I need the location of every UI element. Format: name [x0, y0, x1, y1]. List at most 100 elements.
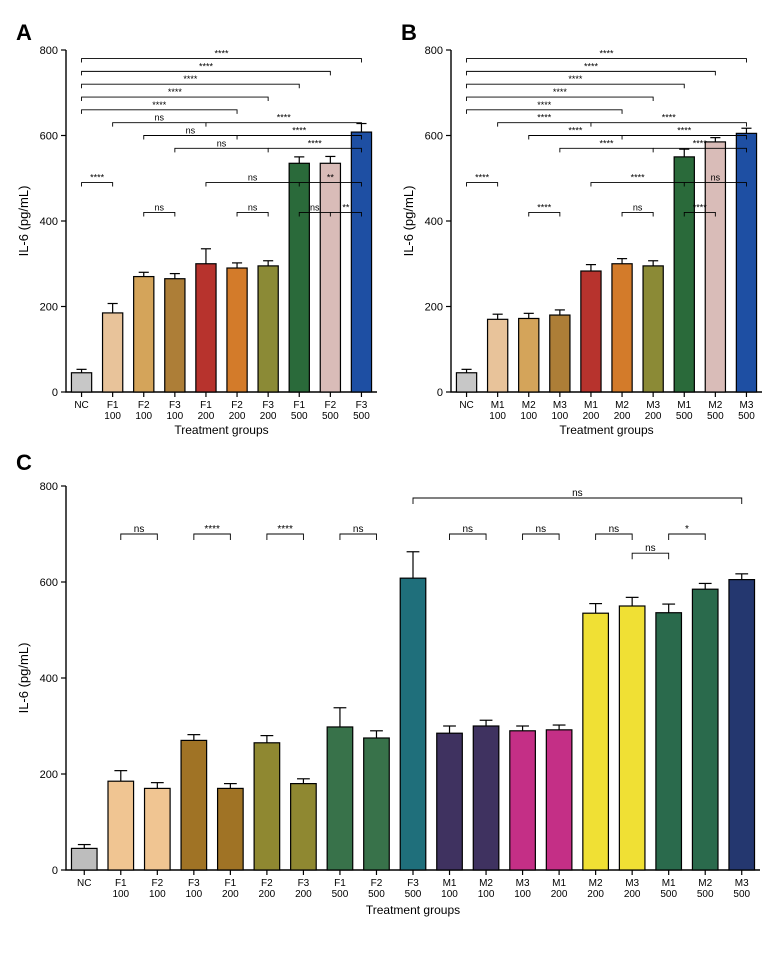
- svg-text:****: ****: [152, 100, 167, 110]
- svg-text:M1: M1: [552, 878, 566, 889]
- svg-text:600: 600: [40, 131, 58, 143]
- svg-text:200: 200: [198, 411, 215, 422]
- svg-text:F2: F2: [151, 878, 163, 889]
- svg-text:F1: F1: [225, 878, 237, 889]
- svg-text:0: 0: [52, 387, 58, 399]
- svg-text:0: 0: [52, 865, 58, 877]
- svg-text:****: ****: [475, 173, 490, 183]
- svg-text:****: ****: [308, 138, 323, 148]
- svg-text:100: 100: [520, 411, 537, 422]
- svg-text:F3: F3: [188, 878, 200, 889]
- svg-text:200: 200: [260, 411, 277, 422]
- svg-text:Treatment groups: Treatment groups: [174, 423, 268, 437]
- svg-text:100: 100: [478, 889, 495, 900]
- svg-text:F3: F3: [407, 878, 419, 889]
- svg-text:200: 200: [587, 889, 604, 900]
- svg-text:NC: NC: [459, 400, 473, 411]
- svg-text:400: 400: [40, 673, 58, 685]
- svg-text:100: 100: [167, 411, 184, 422]
- svg-text:200: 200: [645, 411, 662, 422]
- svg-text:****: ****: [553, 87, 568, 97]
- svg-text:NC: NC: [74, 400, 88, 411]
- panel-c: C 0200400600800IL-6 (pg/mL)Treatment gro…: [10, 450, 770, 920]
- svg-text:****: ****: [568, 74, 583, 84]
- svg-text:ns: ns: [248, 173, 258, 183]
- svg-text:800: 800: [40, 481, 58, 493]
- svg-text:ns: ns: [186, 126, 196, 136]
- svg-text:F1: F1: [107, 400, 119, 411]
- svg-text:ns: ns: [353, 524, 364, 535]
- svg-text:M1: M1: [677, 400, 691, 411]
- svg-text:ns: ns: [155, 113, 165, 123]
- svg-text:IL-6 (pg/mL): IL-6 (pg/mL): [16, 643, 31, 714]
- svg-text:100: 100: [514, 889, 531, 900]
- figure: A 0 200 400 600 800 IL-6 (pg/mL) Treatment gro…: [10, 20, 770, 920]
- svg-text:200: 200: [229, 411, 246, 422]
- svg-text:IL-6 (pg/mL): IL-6 (pg/mL): [401, 186, 416, 257]
- svg-text:****: ****: [631, 173, 646, 183]
- svg-text:****: ****: [204, 524, 220, 535]
- svg-text:M2: M2: [589, 878, 603, 889]
- svg-text:F3: F3: [298, 878, 310, 889]
- svg-text:****: ****: [693, 202, 708, 212]
- svg-text:M3: M3: [739, 400, 753, 411]
- svg-text:F3: F3: [262, 400, 274, 411]
- svg-text:M2: M2: [615, 400, 629, 411]
- svg-text:M2: M2: [479, 878, 493, 889]
- svg-text:M2: M2: [698, 878, 712, 889]
- panel-a-label: A: [16, 20, 32, 46]
- svg-text:100: 100: [135, 411, 152, 422]
- svg-text:100: 100: [149, 889, 166, 900]
- svg-text:****: ****: [693, 138, 708, 148]
- svg-text:600: 600: [40, 577, 58, 589]
- svg-text:200: 200: [425, 302, 443, 314]
- svg-text:100: 100: [104, 411, 121, 422]
- svg-text:F1: F1: [115, 878, 127, 889]
- svg-text:F2: F2: [231, 400, 243, 411]
- svg-text:****: ****: [168, 87, 183, 97]
- svg-text:****: ****: [537, 113, 552, 123]
- svg-text:200: 200: [40, 302, 58, 314]
- svg-text:****: ****: [183, 74, 198, 84]
- svg-text:500: 500: [405, 889, 422, 900]
- svg-text:Treatment groups: Treatment groups: [559, 423, 653, 437]
- svg-text:400: 400: [40, 216, 58, 228]
- svg-text:M1: M1: [662, 878, 676, 889]
- svg-text:600: 600: [425, 131, 443, 143]
- svg-text:ns: ns: [248, 202, 258, 212]
- svg-text:200: 200: [295, 889, 312, 900]
- svg-text:M3: M3: [516, 878, 530, 889]
- svg-text:**: **: [342, 202, 350, 212]
- svg-text:ns: ns: [711, 173, 721, 183]
- svg-text:****: ****: [568, 126, 583, 136]
- panel-c-chart: 0200400600800IL-6 (pg/mL)Treatment group…: [10, 450, 770, 920]
- svg-text:100: 100: [112, 889, 129, 900]
- svg-text:400: 400: [425, 216, 443, 228]
- panel-b-label: B: [401, 20, 417, 46]
- svg-text:****: ****: [277, 113, 292, 123]
- svg-text:500: 500: [733, 889, 750, 900]
- svg-text:200: 200: [583, 411, 600, 422]
- svg-text:M2: M2: [522, 400, 536, 411]
- svg-text:ns: ns: [463, 524, 474, 535]
- svg-text:100: 100: [552, 411, 569, 422]
- svg-text:****: ****: [537, 100, 552, 110]
- svg-text:100: 100: [441, 889, 458, 900]
- panel-b-chart: 0200400600800IL-6 (pg/mL)Treatment group…: [395, 20, 770, 440]
- svg-text:500: 500: [738, 411, 755, 422]
- panel-c-label: C: [16, 450, 32, 476]
- panel-a-chart: 0200400600800IL-6 (pg/mL)Treatment group…: [10, 20, 385, 440]
- svg-text:M1: M1: [443, 878, 457, 889]
- svg-text:F1: F1: [334, 878, 346, 889]
- svg-text:M1: M1: [491, 400, 505, 411]
- svg-text:500: 500: [676, 411, 693, 422]
- svg-text:ns: ns: [536, 524, 547, 535]
- svg-text:ns: ns: [572, 488, 583, 499]
- svg-text:****: ****: [599, 49, 614, 59]
- svg-text:M2: M2: [708, 400, 722, 411]
- svg-text:500: 500: [707, 411, 724, 422]
- svg-text:****: ****: [90, 173, 105, 183]
- svg-text:F2: F2: [261, 878, 273, 889]
- svg-text:100: 100: [489, 411, 506, 422]
- svg-text:*: *: [685, 524, 689, 535]
